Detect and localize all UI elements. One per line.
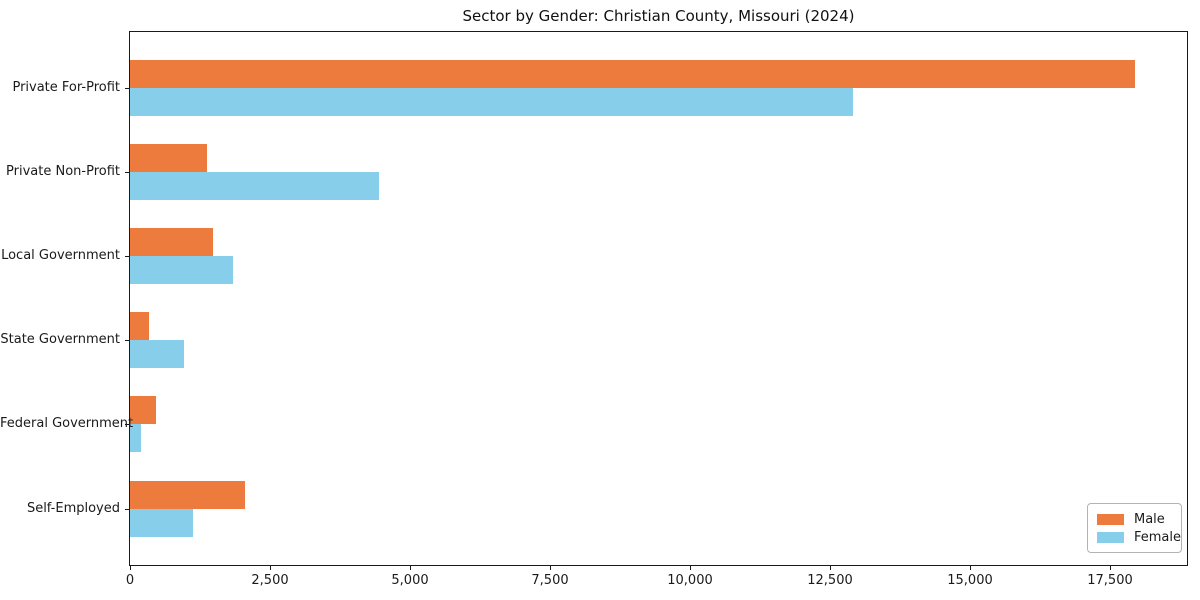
legend-label-female: Female xyxy=(1134,529,1182,545)
y-tick-label-federal-government: Federal Government xyxy=(0,416,134,432)
legend-item-male: Male xyxy=(1097,510,1172,528)
bar-female-state-government xyxy=(130,340,184,369)
bar-female-self-employed xyxy=(130,508,193,537)
bar-male-private-for-profit xyxy=(130,59,1135,88)
y-tick-mark xyxy=(125,424,129,426)
y-tick-label-private-non-profit: Private Non-Profit xyxy=(6,163,120,179)
x-tick-label-12-500: 12,500 xyxy=(807,573,853,588)
x-tick-mark xyxy=(970,566,971,570)
bar-male-self-employed xyxy=(130,480,245,509)
x-tick-label-5-000: 5,000 xyxy=(391,573,429,588)
legend-item-female: Female xyxy=(1097,528,1181,546)
x-tick-label-2-500: 2,500 xyxy=(251,573,289,588)
bar-female-federal-government xyxy=(130,424,141,453)
x-tick-mark xyxy=(830,566,831,570)
y-tick-label-private-for-profit: Private For-Profit xyxy=(12,79,120,95)
x-tick-mark xyxy=(130,566,131,570)
y-tick-label-local-government: Local Government xyxy=(1,247,120,263)
bar-male-state-government xyxy=(130,312,149,341)
x-tick-mark xyxy=(690,566,691,570)
bar-male-federal-government xyxy=(130,396,156,425)
bar-female-private-non-profit xyxy=(130,171,379,200)
legend: Male Female xyxy=(1087,503,1182,553)
y-tick-mark xyxy=(125,87,129,89)
x-tick-mark xyxy=(1110,566,1111,570)
y-tick-label-state-government: State Government xyxy=(0,332,120,348)
x-tick-label-0: 0 xyxy=(125,573,135,588)
x-tick-label-15-000: 15,000 xyxy=(947,573,993,588)
bar-male-local-government xyxy=(130,227,214,256)
x-tick-mark xyxy=(550,566,551,570)
bar-female-local-government xyxy=(130,255,233,284)
y-tick-mark xyxy=(125,171,129,173)
x-tick-label-10-000: 10,000 xyxy=(667,573,713,588)
y-tick-mark xyxy=(125,255,129,257)
bar-female-private-for-profit xyxy=(130,87,853,116)
legend-label-male: Male xyxy=(1134,511,1165,527)
legend-swatch-female xyxy=(1097,531,1124,543)
plot-area: Male Female xyxy=(130,32,1187,565)
bar-male-private-non-profit xyxy=(130,143,208,172)
y-tick-mark xyxy=(125,340,129,342)
x-tick-label-7-500: 7,500 xyxy=(531,573,569,588)
x-tick-label-17-500: 17,500 xyxy=(1087,573,1133,588)
y-tick-label-self-employed: Self-Employed xyxy=(26,500,120,516)
legend-swatch-male xyxy=(1097,513,1124,525)
chart-title: Sector by Gender: Christian County, Miss… xyxy=(462,7,855,25)
x-tick-mark xyxy=(410,566,411,570)
y-tick-mark xyxy=(125,508,129,510)
x-tick-mark xyxy=(270,566,271,570)
